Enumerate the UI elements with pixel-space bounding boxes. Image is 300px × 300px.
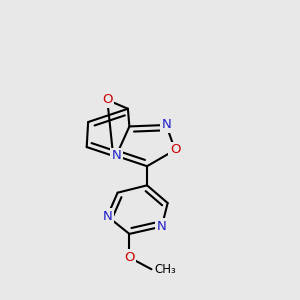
Text: O: O xyxy=(102,93,112,106)
Text: N: N xyxy=(161,118,171,131)
Text: O: O xyxy=(170,143,180,157)
Text: CH₃: CH₃ xyxy=(154,263,176,276)
Text: N: N xyxy=(102,210,112,223)
Text: N: N xyxy=(111,149,121,162)
Text: O: O xyxy=(124,251,135,264)
Text: N: N xyxy=(157,220,167,233)
